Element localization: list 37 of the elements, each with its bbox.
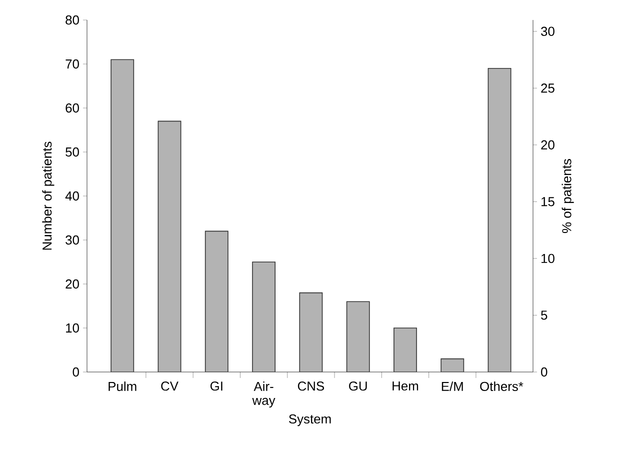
y-tick-label: 0: [72, 367, 79, 377]
bar: [441, 358, 464, 372]
x-tick-label: E/M: [442, 382, 463, 392]
bar: [252, 262, 276, 372]
bar: [488, 68, 512, 372]
y-tick-label: 10: [66, 323, 79, 333]
bar: [204, 230, 228, 372]
y2-tick-label: 30: [541, 26, 554, 36]
y2-axis-title: % of patients: [562, 159, 574, 233]
x-tick-label: GU: [349, 382, 367, 391]
y2-tick-label: 0: [541, 367, 548, 377]
x-tick-label: Others*: [480, 382, 524, 392]
x-tick-label: CV: [161, 382, 178, 391]
bar: [394, 328, 417, 372]
y-tick-label: 60: [66, 103, 79, 113]
x-axis-title: System: [289, 414, 331, 426]
x-tick-label: Pulm: [108, 382, 136, 392]
y-tick-label: 20: [66, 279, 79, 289]
y-axis-title: Number of patients: [42, 142, 54, 250]
y2-tick-label: 15: [542, 197, 554, 206]
y2-tick-label: 20: [541, 140, 554, 150]
y-tick-label: 30: [66, 235, 79, 245]
x-tick-label: Hem: [392, 382, 418, 391]
y-tick-label: 40: [65, 191, 79, 201]
bar: [299, 292, 323, 372]
x-tick-label: CNS: [298, 382, 324, 391]
x-tick-label: GI: [210, 382, 222, 391]
bar: [158, 120, 182, 372]
y2-tick-label: 10: [542, 254, 554, 264]
bar: [346, 301, 370, 372]
y-tick-label: 70: [66, 59, 79, 69]
y-tick-label: 50: [66, 147, 79, 157]
x-tick-label: Air-way: [252, 382, 276, 408]
y2-tick-label: 5: [541, 310, 548, 320]
bar: [110, 59, 134, 372]
y2-tick-label: 25: [541, 84, 554, 93]
y-tick-label: 80: [66, 15, 79, 25]
